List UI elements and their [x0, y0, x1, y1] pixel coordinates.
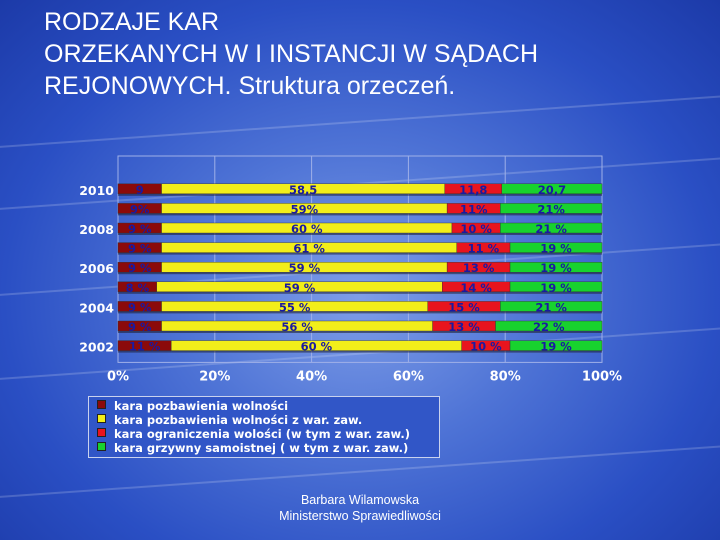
legend-swatch-4: [97, 442, 106, 451]
bar-segment: [509, 242, 603, 253]
bar-segment: [501, 183, 603, 195]
bar-data-label: 9 %: [128, 242, 152, 256]
bar-data-label: 56 %: [281, 320, 313, 334]
row-label-layer: 2010 2008 2006 2004 2002: [79, 183, 114, 355]
legend-label-1: kara pozbawienia wolności: [114, 399, 289, 413]
x-tick-label: 60%: [393, 369, 424, 384]
bar-data-label: 59%: [291, 202, 319, 216]
legend-item-2: kara pozbawienia wolności z war. zaw.: [97, 413, 362, 427]
legend-item-1: kara pozbawienia wolności: [97, 399, 288, 413]
bar-segment: [500, 222, 603, 234]
bar-data-label: 9 %: [128, 320, 152, 334]
legend-swatch-3: [97, 428, 106, 437]
bar-data-label: 21 %: [535, 222, 567, 236]
bar-segment: [509, 340, 603, 351]
bar-data-label: 61 %: [293, 242, 325, 256]
bar-data-label: 60 %: [291, 222, 323, 236]
bar-data-label: 9: [136, 183, 144, 197]
bar-data-label: 60 %: [301, 340, 333, 354]
bar-data-label: 19 %: [540, 242, 572, 256]
title-line-1: RODZAJE KAR: [44, 8, 220, 36]
title-line-3: REJONOWYCH. Struktura orzeczeń.: [44, 72, 456, 100]
row-label: 2004: [79, 300, 114, 315]
bar-data-label: 15 %: [448, 300, 480, 314]
bar-data-label: 11 %: [468, 242, 500, 256]
bar-segment: [495, 320, 603, 332]
legend-label-3: kara ograniczenia wolości (w tym z war. …: [114, 427, 411, 441]
bar-data-label: 11%: [460, 202, 488, 216]
title-line-2: ORZEKANYCH W I INSTANCJI W SĄDACH: [44, 40, 539, 68]
legend-item-4: kara grzywny samoistnej ( w tym z war. z…: [97, 441, 408, 455]
row-label: 2010: [79, 183, 114, 198]
bar-segment: [509, 281, 603, 292]
bar-data-label: 9 %: [128, 300, 152, 314]
bar-data-label: 55 %: [279, 300, 311, 314]
bar-data-label: 19 %: [540, 261, 572, 275]
bar-data-label: 11,8: [459, 183, 487, 197]
x-tick-label: 40%: [296, 369, 327, 384]
legend-swatch-1: [97, 400, 106, 409]
bar-segment: [500, 301, 603, 312]
legend-item-3: kara ograniczenia wolości (w tym z war. …: [97, 427, 410, 441]
bar-data-label: 19 %: [540, 281, 572, 295]
row-label: 2002: [79, 340, 114, 355]
bar-label-layer: 9 58,5 11,8 20,7 9% 59% 11% 21% 9 % 60 % 10 % 21 % 9…: [126, 183, 573, 354]
legend-swatch-2: [97, 414, 106, 423]
bar-data-label: 9 %: [128, 222, 152, 236]
bar-data-label: 10 %: [470, 340, 502, 354]
bar-data-label: 10 %: [460, 222, 492, 236]
bar-data-label: 13 %: [463, 261, 495, 275]
bar-data-label: 20,7: [538, 183, 566, 197]
x-tick-label: 100%: [582, 369, 622, 384]
bar-data-label: 21 %: [535, 300, 567, 314]
bar-segment: [509, 262, 603, 273]
bar-data-label: 8 %: [126, 281, 150, 295]
slide-title: RODZAJE KAR ORZEKANYCH W I INSTANCJI W S…: [44, 6, 684, 102]
footer-institution: Ministerstwo Sprawiedliwości: [279, 509, 441, 523]
x-tick-label: 80%: [490, 369, 521, 384]
bar-data-label: 22 %: [533, 320, 565, 334]
bar-data-label: 13 %: [448, 320, 480, 334]
bar-data-label: 9%: [130, 202, 150, 216]
bar-segment: [500, 203, 603, 214]
bar-data-label: 9 %: [128, 261, 152, 275]
x-tick-label: 20%: [199, 369, 230, 384]
bar-data-label: 21%: [537, 202, 565, 216]
slide-footer: Barbara Wilamowska Ministerstwo Sprawied…: [250, 492, 470, 524]
bar-data-label: 59 %: [284, 281, 316, 295]
x-tick-label: 0%: [107, 369, 129, 384]
bar-data-label: 11 %: [129, 340, 161, 354]
bar-layer: [117, 183, 603, 353]
bar-data-label: 58,5: [289, 183, 317, 197]
tick-layer: 0% 20% 40% 60% 80% 100%: [107, 369, 622, 384]
bar-data-label: 19 %: [540, 340, 572, 354]
footer-author: Barbara Wilamowska: [300, 493, 420, 507]
row-label: 2006: [79, 261, 114, 276]
chart-legend: kara pozbawienia wolności kara pozbawien…: [88, 396, 440, 458]
legend-label-2: kara pozbawienia wolności z war. zaw.: [114, 413, 363, 427]
bar-data-label: 59 %: [289, 261, 321, 275]
legend-label-4: kara grzywny samoistnej ( w tym z war. z…: [114, 441, 409, 455]
row-label: 2008: [79, 222, 114, 237]
bar-data-label: 14 %: [460, 281, 492, 295]
